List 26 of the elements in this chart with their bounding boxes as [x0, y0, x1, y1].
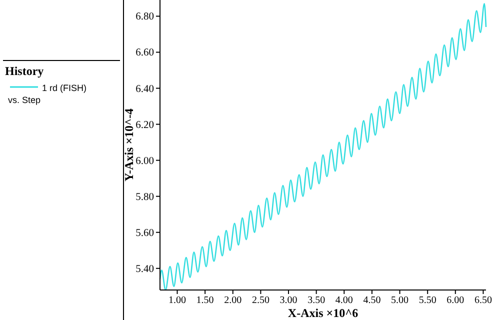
y-axis-title: Y-Axis ×10^-4: [122, 108, 136, 182]
y-tick-label: 5.60: [136, 228, 154, 239]
x-tick-label: 5.50: [418, 295, 436, 306]
y-tick-label: 6.20: [136, 120, 154, 131]
x-tick-label: 1.50: [196, 295, 214, 306]
x-tick-label: 3.50: [308, 295, 326, 306]
x-tick-label: 6.00: [446, 295, 464, 306]
y-tick-label: 6.60: [136, 48, 154, 59]
y-tick-label: 5.80: [136, 192, 154, 203]
line-series: [159, 2, 487, 291]
x-tick-label: 3.00: [280, 295, 298, 306]
x-tick-label: 4.50: [363, 295, 381, 306]
x-tick-label: 6.50: [474, 295, 492, 306]
x-tick-label: 2.00: [224, 295, 242, 306]
x-tick-label: 5.00: [391, 295, 409, 306]
y-tick-label: 5.40: [136, 264, 154, 275]
x-axis-title: X-Axis ×10^6: [288, 306, 358, 320]
x-tick-label: 2.50: [252, 295, 270, 306]
y-tick-label: 6.40: [136, 84, 154, 95]
y-tick-label: 6.80: [136, 12, 154, 23]
legend-title: History: [5, 64, 44, 78]
x-tick-label: 4.00: [335, 295, 353, 306]
text: vs. Step: [8, 95, 41, 105]
legend-label: 1 rd (FISH): [42, 83, 87, 93]
x-tick-label: 1.00: [168, 295, 186, 306]
y-tick-label: 6.00: [136, 156, 154, 167]
